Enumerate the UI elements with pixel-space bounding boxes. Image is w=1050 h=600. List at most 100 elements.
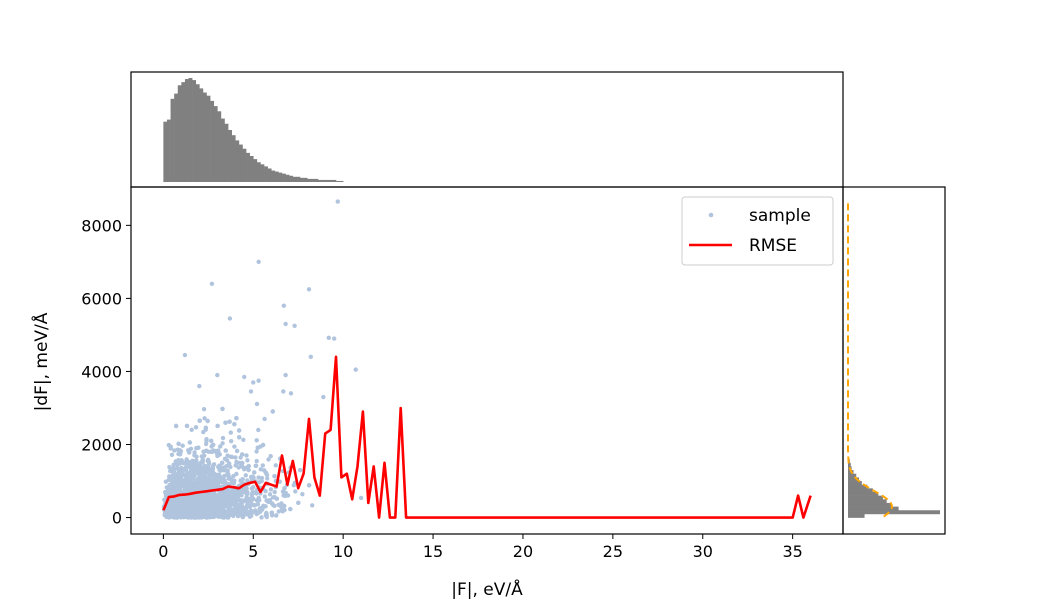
sample-point xyxy=(321,394,326,400)
sample-point xyxy=(179,481,184,487)
x-hist-bar xyxy=(228,130,232,182)
sample-point xyxy=(234,507,239,512)
sample-point xyxy=(288,391,294,396)
sample-point xyxy=(256,475,261,480)
sample-point xyxy=(240,452,245,457)
x-tick-label: 10 xyxy=(333,542,353,561)
sample-point xyxy=(248,503,253,508)
x-hist-bar xyxy=(188,78,193,182)
sample-point xyxy=(242,374,247,380)
x-hist-bar xyxy=(170,98,175,182)
y-hist-bar xyxy=(848,513,865,518)
sample-point xyxy=(170,473,175,478)
sample-point xyxy=(239,498,244,503)
x-hist-bar xyxy=(260,164,265,182)
sample-point xyxy=(215,482,220,487)
sample-point xyxy=(210,464,216,469)
y-hist-bar xyxy=(848,502,892,507)
sample-point xyxy=(169,452,175,457)
y-hist-bar xyxy=(848,484,868,489)
sample-point xyxy=(254,449,259,454)
sample-point xyxy=(202,472,207,477)
main-axes-frame xyxy=(130,186,844,535)
sample-point xyxy=(192,453,197,458)
x-hist-bar xyxy=(296,176,301,182)
sample-point xyxy=(269,510,274,515)
sample-point xyxy=(246,467,251,473)
sample-point xyxy=(257,480,262,485)
sample-point xyxy=(193,506,198,511)
y-axis-ticks: 0 2000 4000 6000 8000 xyxy=(81,216,131,528)
sample-point xyxy=(267,492,273,497)
sample-point xyxy=(243,473,248,478)
sample-point xyxy=(234,416,239,421)
x-hist-bar xyxy=(163,121,168,182)
sample-point xyxy=(252,490,257,495)
sample-point xyxy=(189,459,194,464)
x-hist-bar xyxy=(307,178,312,182)
sample-point xyxy=(201,465,207,470)
sample-point xyxy=(256,510,261,515)
sample-point xyxy=(203,441,209,447)
sample-point xyxy=(256,259,261,265)
sample-point xyxy=(207,498,212,503)
x-axis-ticks: 0 5 10 15 20 25 30 35 xyxy=(158,534,803,561)
y-hist-bar xyxy=(848,473,857,478)
x-hist-bar xyxy=(264,166,268,182)
sample-point xyxy=(203,425,208,430)
x-hist-bar xyxy=(289,175,294,182)
sample-point xyxy=(258,467,263,472)
sample-point xyxy=(308,354,313,360)
sample-point xyxy=(239,505,244,511)
x-hist-bar xyxy=(300,177,304,182)
sample-point xyxy=(178,472,183,477)
sample-point xyxy=(273,463,278,468)
sample-point xyxy=(227,316,233,321)
x-marginal-histogram xyxy=(163,78,344,182)
x-axis-label: |F|, eV/Å xyxy=(451,578,523,600)
sample-point xyxy=(218,467,223,472)
sample-point xyxy=(167,465,172,470)
x-hist-bar xyxy=(213,106,218,182)
sample-point xyxy=(221,465,227,470)
sample-point xyxy=(358,495,364,501)
x-hist-bar xyxy=(184,79,189,182)
sample-point xyxy=(274,513,279,518)
sample-point xyxy=(236,428,242,433)
y-axis-label: |dF|, meV/Å xyxy=(30,312,52,411)
sample-point xyxy=(172,507,177,512)
x-hist-bar xyxy=(231,135,236,182)
x-hist-bar xyxy=(202,92,207,182)
sample-point xyxy=(220,477,225,482)
sample-point xyxy=(215,372,220,378)
x-hist-bar xyxy=(181,82,186,182)
x-hist-bar xyxy=(285,174,290,182)
x-hist-bar xyxy=(199,88,204,182)
sample-point xyxy=(184,423,190,429)
sample-point xyxy=(226,515,231,520)
sample-point xyxy=(263,470,269,476)
fit-curve-group xyxy=(847,203,894,519)
sample-point xyxy=(220,493,225,498)
sample-point xyxy=(234,448,240,454)
sample-point xyxy=(196,445,201,450)
sample-point xyxy=(167,503,172,509)
sample-point xyxy=(234,459,239,465)
x-hist-bar xyxy=(335,180,340,182)
x-hist-bar xyxy=(310,178,315,182)
y-tick-label: 2000 xyxy=(81,436,122,455)
sample-point xyxy=(200,457,205,462)
sample-point xyxy=(233,455,238,460)
x-hist-bar xyxy=(256,162,261,182)
sample-point xyxy=(223,448,228,453)
sample-point xyxy=(173,423,179,429)
sample-point xyxy=(236,465,241,470)
sample-point xyxy=(197,383,202,389)
sample-point xyxy=(187,450,192,455)
sample-point xyxy=(228,464,233,470)
sample-point xyxy=(220,406,225,412)
x-hist-bar xyxy=(253,159,258,182)
sample-point xyxy=(176,441,181,446)
sample-point xyxy=(282,503,287,509)
